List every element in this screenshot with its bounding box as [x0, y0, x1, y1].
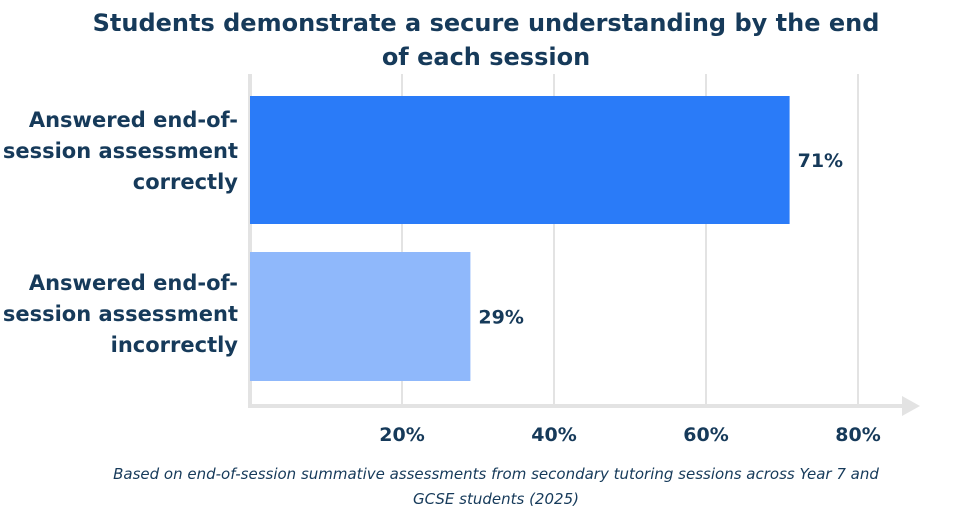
bar-1 [250, 252, 471, 381]
chart-caption: Based on end-of-session summative assess… [113, 465, 879, 508]
chart-title: Students demonstrate a secure understand… [92, 9, 880, 71]
data-label-1: 29% [478, 307, 523, 329]
category-label-correct: Answered end-of-session assessment corre… [2, 108, 238, 194]
x-tick-label-0: 20% [379, 424, 424, 446]
x-tick-label-1: 40% [531, 424, 576, 446]
x-axis-arrow-icon [902, 396, 920, 416]
x-tick-label-3: 80% [835, 424, 880, 446]
category-label-incorrect: Answered end-of-session assessment incor… [2, 271, 238, 357]
bar-0 [250, 96, 790, 224]
data-label-0: 71% [798, 150, 843, 172]
x-tick-label-2: 60% [683, 424, 728, 446]
